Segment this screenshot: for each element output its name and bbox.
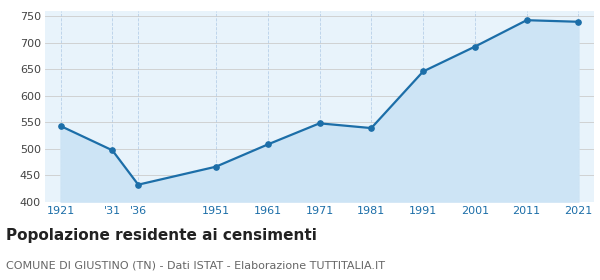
Text: Popolazione residente ai censimenti: Popolazione residente ai censimenti	[6, 228, 317, 243]
Text: COMUNE DI GIUSTINO (TN) - Dati ISTAT - Elaborazione TUTTITALIA.IT: COMUNE DI GIUSTINO (TN) - Dati ISTAT - E…	[6, 260, 385, 270]
